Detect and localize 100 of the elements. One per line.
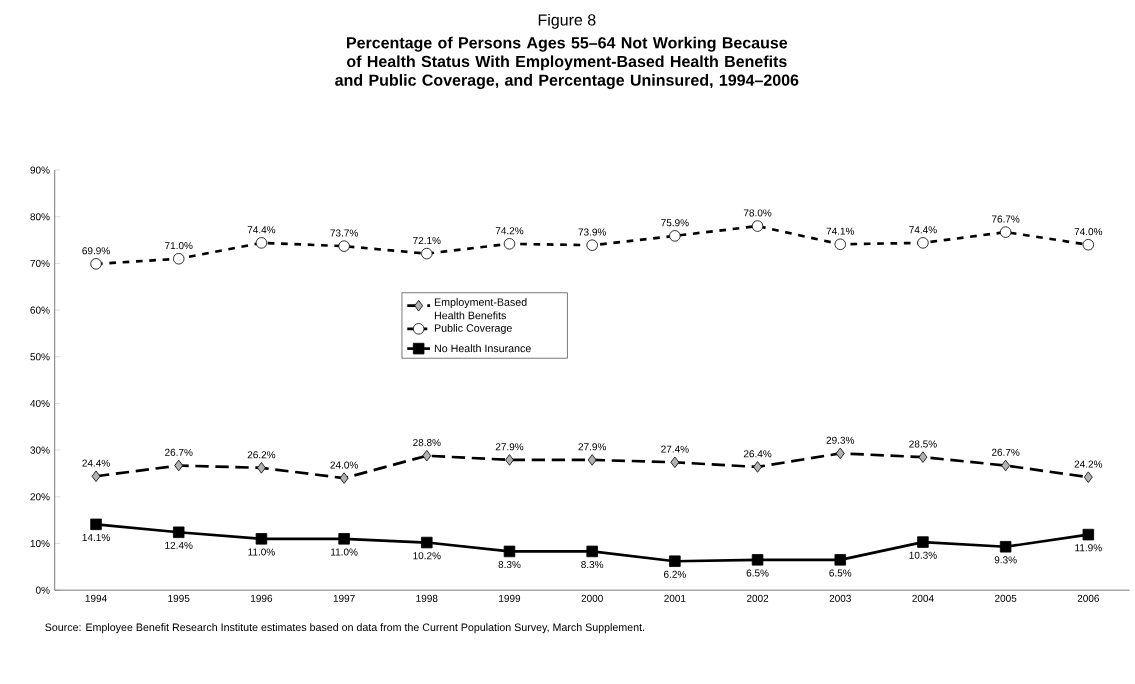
x-tick-label: 1999 bbox=[499, 594, 521, 602]
data-label: 27.9% bbox=[578, 443, 606, 451]
data-label: 74.1% bbox=[826, 227, 855, 235]
point bbox=[91, 470, 101, 482]
data-label: 28.8% bbox=[413, 438, 441, 447]
y-tick-label: 40% bbox=[30, 399, 50, 407]
data-label: 24.2% bbox=[1074, 460, 1103, 468]
point bbox=[751, 220, 764, 232]
y-tick-label: 50% bbox=[30, 353, 50, 361]
point bbox=[338, 240, 350, 252]
point bbox=[339, 472, 349, 484]
point bbox=[422, 449, 432, 462]
data-label: 29.3% bbox=[826, 436, 855, 444]
y-tick-label: 70% bbox=[30, 259, 50, 267]
data-label: 11.0% bbox=[248, 548, 275, 556]
point bbox=[587, 454, 597, 466]
y-tick-label: 10% bbox=[30, 539, 50, 547]
point bbox=[255, 237, 268, 249]
data-label: 74.4% bbox=[909, 226, 937, 234]
data-label: 73.9% bbox=[578, 228, 606, 236]
point bbox=[505, 454, 514, 466]
data-label: 26.7% bbox=[991, 448, 1020, 456]
x-tick-label: 1996 bbox=[251, 594, 273, 602]
point bbox=[257, 462, 266, 474]
point bbox=[255, 532, 268, 545]
y-tick-label: 30% bbox=[30, 446, 50, 454]
x-tick-label: 2006 bbox=[1077, 594, 1100, 602]
y-tick-label: 60% bbox=[30, 306, 50, 314]
chart-title: Figure 8 bbox=[538, 13, 596, 29]
data-label: 69.9% bbox=[82, 247, 110, 255]
data-label: 27.9% bbox=[495, 443, 524, 451]
point bbox=[90, 518, 102, 530]
legend-label: Public Coverage bbox=[434, 323, 512, 334]
data-label: 75.9% bbox=[661, 219, 689, 227]
x-tick-label: 1997 bbox=[333, 594, 355, 602]
data-label: 12.4% bbox=[165, 541, 193, 549]
x-tick-label: 1995 bbox=[168, 594, 190, 602]
data-label: 11.0% bbox=[331, 548, 358, 556]
point bbox=[421, 247, 433, 260]
point bbox=[586, 239, 598, 251]
point bbox=[1083, 471, 1093, 483]
legend-label: No Health Insurance bbox=[434, 344, 531, 353]
data-label: 14.1% bbox=[82, 533, 110, 541]
data-label: 6.2% bbox=[663, 570, 686, 578]
y-tick-label: 20% bbox=[30, 493, 50, 501]
point bbox=[999, 226, 1012, 238]
point bbox=[421, 536, 433, 549]
point bbox=[918, 451, 928, 463]
point bbox=[751, 553, 764, 566]
data-label: 10.3% bbox=[909, 551, 937, 559]
x-tick-label: 2002 bbox=[746, 594, 769, 602]
point bbox=[172, 526, 185, 538]
point bbox=[1001, 459, 1011, 472]
data-label: 76.7% bbox=[991, 215, 1020, 223]
point bbox=[834, 238, 846, 250]
legend-label: Employment-Based Health Benefits bbox=[434, 297, 527, 320]
y-tick-label: 0% bbox=[35, 586, 50, 594]
data-label: 6.5% bbox=[829, 569, 852, 577]
x-tick-label: 2005 bbox=[995, 594, 1017, 602]
data-label: 6.5% bbox=[746, 569, 769, 577]
data-label: 74.4% bbox=[247, 226, 276, 234]
y-tick-label: 90% bbox=[30, 166, 50, 174]
point bbox=[999, 540, 1012, 553]
data-label: 28.5% bbox=[909, 440, 937, 448]
data-label: 11.9% bbox=[1075, 544, 1102, 552]
data-label: 9.3% bbox=[994, 556, 1017, 564]
point bbox=[90, 258, 102, 270]
data-label: 72.1% bbox=[413, 236, 441, 244]
point bbox=[917, 536, 929, 548]
point bbox=[917, 237, 929, 249]
point bbox=[172, 252, 185, 265]
point bbox=[1082, 528, 1095, 541]
data-label: 74.0% bbox=[1074, 227, 1103, 236]
point bbox=[338, 532, 350, 545]
data-label: 78.0% bbox=[743, 209, 772, 217]
data-label: 73.7% bbox=[330, 229, 358, 237]
x-tick-label: 2003 bbox=[829, 594, 851, 602]
data-label: 26.7% bbox=[165, 448, 193, 456]
source-note: Source: Employee Benefit Research Institute estimates based on data from the Current Population Survey, March Supplement. bbox=[45, 623, 645, 634]
point bbox=[670, 456, 680, 468]
point bbox=[503, 545, 516, 558]
x-tick-label: 1994 bbox=[85, 594, 107, 602]
point bbox=[834, 553, 846, 566]
data-label: 71.0% bbox=[165, 241, 193, 250]
data-label: 24.0% bbox=[330, 461, 358, 469]
x-tick-label: 1998 bbox=[416, 594, 438, 602]
data-label: 8.3% bbox=[581, 560, 604, 569]
point bbox=[835, 447, 845, 460]
data-label: 8.3% bbox=[498, 560, 521, 569]
point bbox=[669, 230, 681, 242]
point bbox=[753, 461, 762, 473]
x-tick-label: 2000 bbox=[581, 594, 603, 602]
data-label: 27.4% bbox=[661, 445, 689, 453]
point bbox=[1082, 238, 1095, 251]
data-label: 24.4% bbox=[82, 459, 110, 467]
data-label: 74.2% bbox=[495, 227, 524, 235]
chart-subtitle: Percentage of Persons Ages 55–64 Not Working Because of Health Status With Employment-Based Health Benefits and Public Coverage, and Percentage Uninsured, 1994–2006 bbox=[335, 36, 799, 89]
point bbox=[669, 555, 681, 567]
data-label: 10.2% bbox=[413, 552, 441, 560]
point bbox=[586, 545, 598, 558]
